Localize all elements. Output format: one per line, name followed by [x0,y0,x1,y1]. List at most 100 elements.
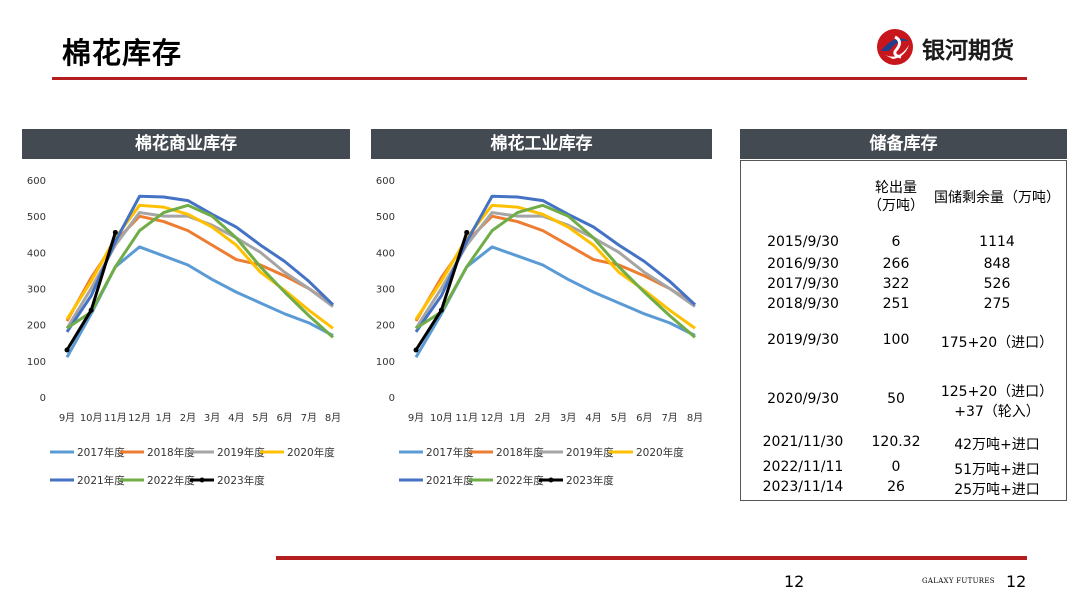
industrial-panel-title: 棉花工业库存 [371,129,712,159]
commercial-inventory-chart: 0 100 200 300 400 500 600 9月 10月 11月 12月 1月 2月 3月 4月 5月… [22,160,350,500]
x-tick-label: 1月 [156,412,172,424]
legend-label: 2017年度 [77,446,125,459]
row-date: 2019/9/30 [767,332,839,348]
y-tick-label: 400 [376,248,395,259]
page-title: 棉花库存 [62,36,183,70]
series-line [65,211,334,330]
row-remain: 42万吨+进口 [954,437,1040,453]
row-remain: 25万吨+进口 [954,482,1040,498]
x-tick-label: 4月 [585,412,601,424]
row-date: 2023/11/14 [762,479,844,495]
col-out-header-line1: 轮出量 [875,180,917,196]
x-tick-label: 1月 [509,412,525,424]
series-point [88,307,94,313]
y-tick-label: 100 [27,357,46,368]
series-line [415,203,696,339]
row-out: 6 [891,234,901,250]
y-tick-label: 200 [376,321,395,332]
legend-label: 2020年度 [636,446,684,459]
col-remain-header: 国储剩余量（万吨） [934,190,1060,206]
galaxy-futures-mark: GALAXY FUTURES [922,577,995,585]
x-tick-label: 10月 [430,412,453,424]
legend-label: 2018年度 [147,446,195,459]
x-tick-label: 6月 [636,412,652,424]
series-line [414,211,696,330]
legend-label: 2019年度 [217,446,265,459]
y-tick-label: 300 [376,285,395,296]
row-remain: 125+20（进口） [940,384,1054,400]
legend-label: 2023年度 [217,474,265,487]
y-tick-label: 600 [376,176,395,187]
x-tick-label: 2月 [180,412,196,424]
y-tick-label: 100 [376,357,395,368]
series-point [464,229,470,235]
legend-marker [199,477,205,483]
y-tick-label: 300 [27,285,46,296]
y-tick-label: 500 [27,212,46,223]
row-date: 2022/11/11 [762,459,844,475]
footer-divider [276,556,1027,560]
row-out: 26 [887,479,905,495]
series-point [64,347,70,353]
series-line [66,203,335,339]
reserve-panel-title: 储备库存 [740,129,1067,159]
row-out: 50 [887,391,905,407]
x-tick-label: 12月 [128,412,151,424]
series-point [438,307,444,313]
legend-label: 2022年度 [147,474,195,487]
x-tick-label: 11月 [104,412,127,424]
x-tick-label: 7月 [661,412,677,424]
industrial-inventory-chart: 0 100 200 300 400 500 600 9月 10月 11月 12月 1月 2月 3月 4月 5月… [371,160,712,500]
row-remain: 275 [983,296,1011,312]
x-tick-label: 7月 [301,412,317,424]
x-tick-label: 6月 [276,412,292,424]
legend-label: 2019年度 [566,446,614,459]
legend-label: 2023年度 [566,474,614,487]
x-tick-label: 4月 [228,412,244,424]
y-tick-label: 0 [389,393,395,404]
x-tick-label: 3月 [560,412,576,424]
x-tick-label: 12月 [481,412,504,424]
commercial-panel-title: 棉花商业库存 [22,129,350,159]
row-date: 2017/9/30 [767,276,839,292]
row-date: 2016/9/30 [767,256,839,272]
row-date: 2021/11/30 [762,434,844,450]
row-date: 2020/9/30 [767,391,839,407]
brand-name: 银河期货 [922,38,1014,64]
page-number-center: 12 [784,572,805,591]
legend-label: 2021年度 [426,474,474,487]
row-remain-extra: +37（轮入） [954,404,1040,420]
y-tick-label: 600 [27,176,46,187]
col-out-header-line2: （万吨） [868,198,924,214]
row-remain: 51万吨+进口 [954,462,1040,478]
row-date: 2018/9/30 [767,296,839,312]
row-remain: 526 [983,276,1011,292]
reserve-table: 轮出量 （万吨） 国储剩余量（万吨） 2015/9/30 6 1114 2016… [740,160,1067,501]
x-tick-label: 8月 [687,412,703,424]
y-tick-label: 200 [27,321,46,332]
x-tick-label: 5月 [252,412,268,424]
legend-marker [548,477,554,483]
x-tick-label: 9月 [59,412,75,424]
x-tick-label: 11月 [455,412,478,424]
legend-label: 2021年度 [77,474,125,487]
x-tick-label: 5月 [611,412,627,424]
row-remain: 175+20（进口） [940,335,1054,351]
row-out: 0 [891,459,901,475]
x-tick-label: 2月 [535,412,551,424]
y-tick-label: 500 [376,212,395,223]
row-remain: 848 [983,256,1011,272]
brand-logo-icon [877,29,913,65]
col-out-header: 轮出量 （万吨） [861,179,931,215]
page-number-right: 12 [1006,572,1027,591]
row-out: 322 [882,276,910,292]
legend-label: 2017年度 [426,446,474,459]
y-tick-label: 400 [27,248,46,259]
legend-label: 2022年度 [496,474,544,487]
row-date: 2015/9/30 [767,234,839,250]
series-line [65,194,335,333]
x-tick-label: 3月 [204,412,220,424]
y-tick-label: 0 [40,393,46,404]
x-tick-label: 10月 [80,412,103,424]
series-line [414,194,697,333]
